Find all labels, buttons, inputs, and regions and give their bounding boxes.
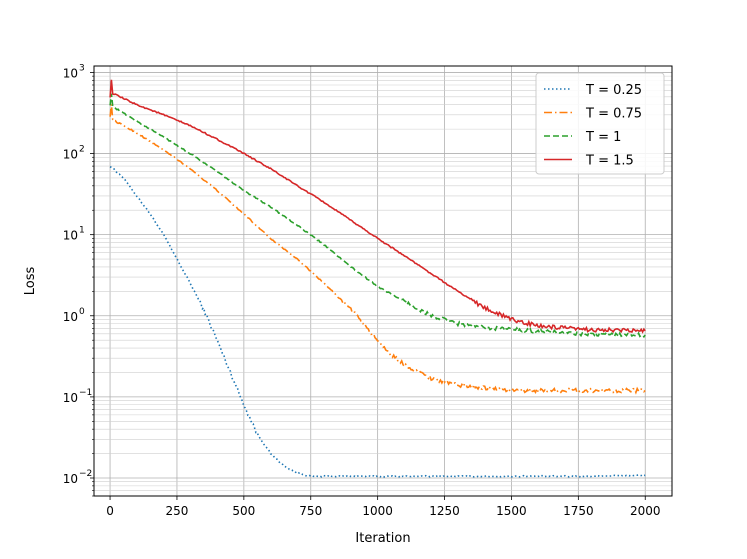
series-line	[109, 79, 646, 334]
series-layer	[109, 79, 646, 478]
y-tick-exponent: 0	[79, 307, 85, 317]
x-axis-ticks: 0 250 500 750 1000 1250 1500 1750 2000	[106, 496, 661, 518]
x-tick-label: 1750	[563, 504, 594, 518]
x-axis-label: Iteration	[355, 531, 410, 546]
y-tick-exponent: −2	[79, 469, 92, 479]
legend: T = 0.25 T = 0.75 T = 1 T = 1.5	[535, 72, 665, 175]
y-tick-exponent: 2	[79, 145, 85, 155]
y-tick-exponent: 3	[79, 63, 85, 73]
y-tick-exponent: 1	[79, 226, 85, 236]
y-tick-label: 10	[63, 148, 78, 162]
y-tick-label: 10	[63, 391, 78, 405]
plot-frame	[93, 65, 673, 497]
legend-label: T = 1.5	[585, 154, 634, 169]
x-tick-label: 750	[299, 504, 322, 518]
legend-label: T = 1	[585, 130, 621, 145]
y-axis-label: Loss	[23, 267, 38, 296]
y-tick-exponent: −1	[79, 388, 92, 398]
x-tick-label: 500	[232, 504, 255, 518]
x-tick-label: 2000	[630, 504, 661, 518]
x-tick-label: 250	[166, 504, 189, 518]
y-tick-label: 10	[63, 472, 78, 486]
legend-box	[535, 72, 665, 175]
x-tick-label: 1250	[429, 504, 460, 518]
series-line	[109, 104, 646, 395]
legend-label: T = 0.25	[585, 83, 642, 98]
x-tick-label: 1000	[362, 504, 393, 518]
y-tick-label: 10	[63, 229, 78, 243]
series-line	[109, 93, 646, 339]
x-tick-label: 1500	[496, 504, 527, 518]
y-tick-label: 10	[63, 66, 78, 80]
x-tick-label: 0	[106, 504, 114, 518]
legend-label: T = 0.75	[585, 107, 642, 122]
y-tick-label: 10	[63, 310, 78, 324]
